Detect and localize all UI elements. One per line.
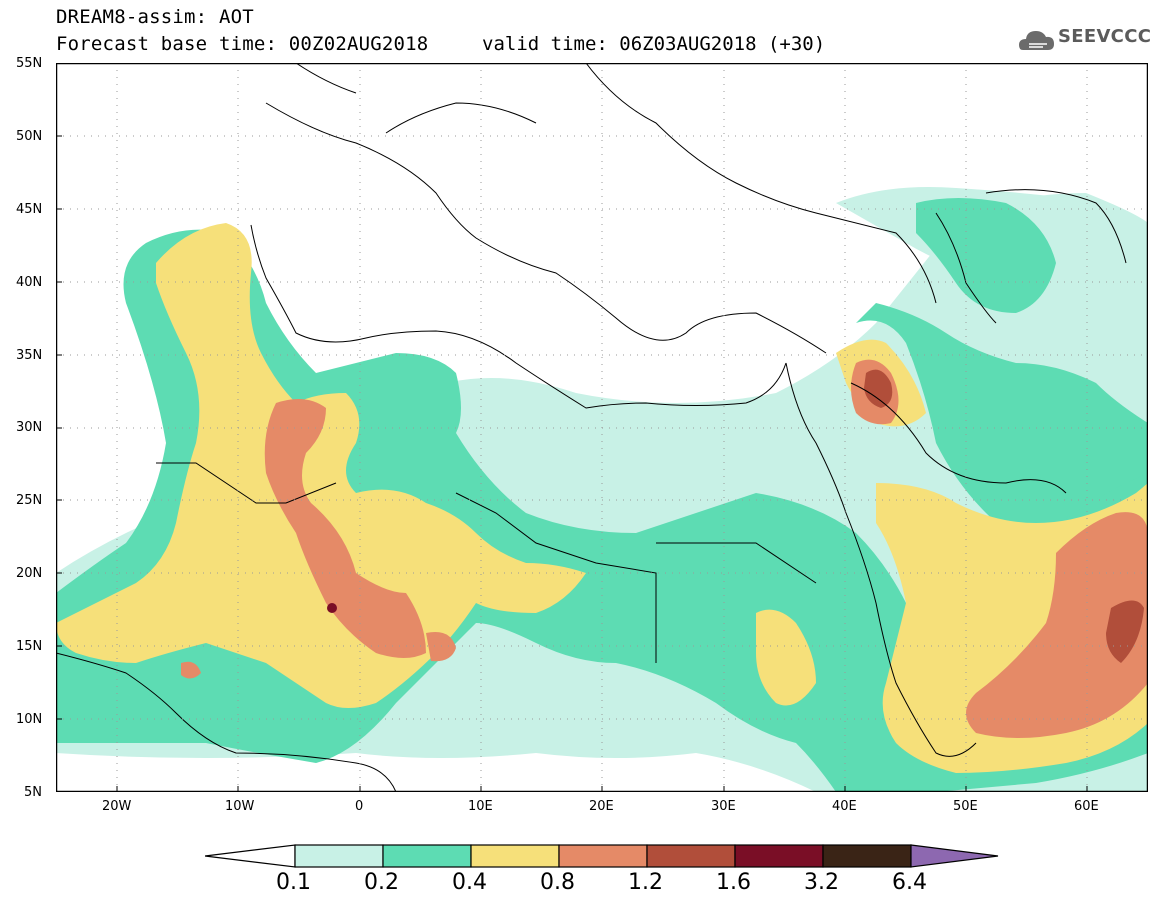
aot-level-0.8 [181, 359, 1148, 738]
colorbar-label: 0.1 [276, 870, 311, 895]
lon-label: 10W [225, 799, 255, 814]
colorbar [205, 844, 999, 868]
lat-label: 30N [16, 420, 43, 435]
lon-label: 0 [355, 799, 364, 814]
chart-title: DREAM8-assim: AOT [56, 6, 254, 28]
lon-label: 40E [832, 799, 857, 814]
lat-label: 55N [16, 56, 43, 71]
colorbar-label: 3.2 [804, 870, 839, 895]
colorbar-label: 0.2 [364, 870, 399, 895]
lat-label: 35N [16, 348, 43, 363]
lon-label: 50E [953, 799, 978, 814]
aot-map [56, 63, 1148, 792]
lon-label: 30E [711, 799, 736, 814]
lat-label: 15N [16, 639, 43, 654]
colorbar-label: 1.6 [716, 870, 751, 895]
logo-text: SEEVCCC [1058, 26, 1152, 47]
colorbar-label: 0.4 [452, 870, 487, 895]
lat-label: 50N [16, 129, 43, 144]
forecast-base-time: Forecast base time: 00Z02AUG2018 [56, 33, 429, 55]
cloud-logo-icon [1019, 31, 1054, 50]
lon-label: 60E [1074, 799, 1099, 814]
lat-label: 5N [24, 785, 42, 800]
lat-label: 10N [16, 712, 43, 727]
lon-label: 10E [468, 799, 493, 814]
lon-label: 20W [102, 799, 132, 814]
lat-label: 20N [16, 566, 43, 581]
colorbar-label: 6.4 [892, 870, 927, 895]
valid-time: valid time: 06Z03AUG2018 (+30) [482, 33, 826, 55]
aot-level-1.6 [327, 603, 337, 613]
colorbar-label: 0.8 [540, 870, 575, 895]
colorbar-label: 1.2 [628, 870, 663, 895]
coastlines [56, 63, 1127, 792]
lat-label: 25N [16, 493, 43, 508]
gridlines [56, 63, 1148, 792]
aot-level-1.2 [864, 369, 1144, 663]
lon-label: 20E [589, 799, 614, 814]
lat-label: 45N [16, 202, 43, 217]
lat-label: 40N [16, 275, 43, 290]
